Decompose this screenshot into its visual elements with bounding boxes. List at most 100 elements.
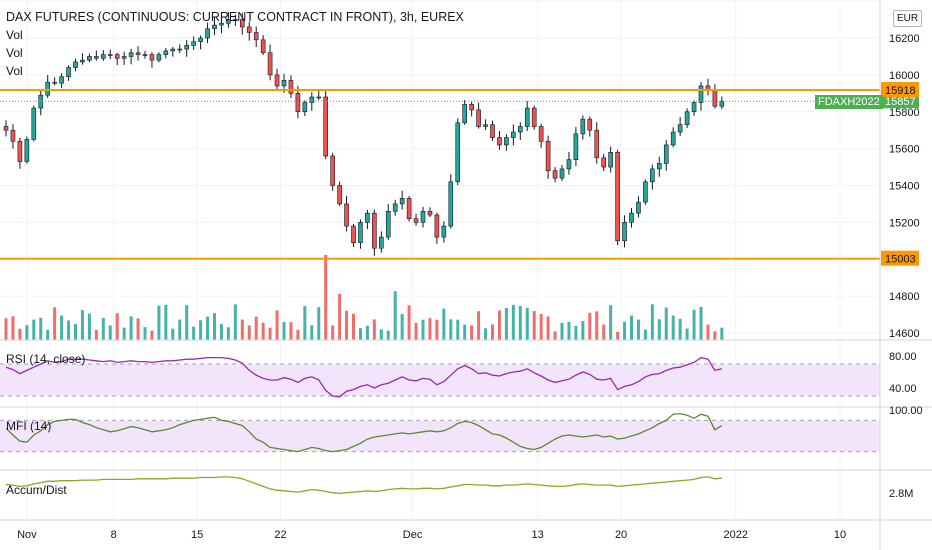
volume-bars xyxy=(4,255,724,340)
volume-bar xyxy=(282,322,286,340)
candle-body xyxy=(24,139,30,162)
candle-body xyxy=(413,218,419,223)
candle-body xyxy=(135,52,141,55)
candle-body xyxy=(580,118,586,135)
volume-bar xyxy=(67,320,71,340)
candle-body xyxy=(10,129,16,142)
rsi-pane xyxy=(0,356,880,398)
mfi-pane xyxy=(0,412,880,453)
volume-bar xyxy=(581,320,585,340)
candle-body xyxy=(365,212,370,223)
volume-bar xyxy=(310,325,314,340)
candle-body xyxy=(73,61,78,68)
volume-bar xyxy=(345,310,349,340)
volume-bar xyxy=(101,318,105,340)
accum-dist-pane xyxy=(5,476,722,495)
time-tick-label: 20 xyxy=(615,529,627,541)
rsi-label[interactable]: RSI (14, close) xyxy=(6,352,86,366)
volume-bar xyxy=(4,318,8,340)
rsi-band xyxy=(0,364,880,396)
volume-bar xyxy=(400,313,404,340)
volume-bar xyxy=(532,311,536,340)
volume-bar xyxy=(358,328,362,340)
mfi-label[interactable]: MFI (14) xyxy=(6,419,52,433)
candle-body xyxy=(636,201,641,214)
volume-bar xyxy=(442,308,446,340)
volume-bar xyxy=(275,310,279,340)
candle-body xyxy=(281,80,287,87)
accum-dist-label[interactable]: Accum/Dist xyxy=(6,483,67,497)
volume-bar xyxy=(192,326,196,340)
candle-body xyxy=(45,81,51,96)
volume-bar xyxy=(470,325,474,340)
candle-body xyxy=(59,76,64,84)
candle-body xyxy=(719,100,725,107)
volume-bar xyxy=(706,324,710,340)
candle-body xyxy=(246,26,252,33)
volume-bar xyxy=(129,316,133,340)
candle-body xyxy=(114,54,120,59)
accum-dist-line xyxy=(5,476,722,495)
volume-bar xyxy=(497,310,501,340)
volume-bar xyxy=(178,319,182,340)
time-tick-label: Dec xyxy=(403,529,423,541)
volume-bar xyxy=(504,307,508,340)
candle-body xyxy=(316,96,322,99)
volume-bar xyxy=(157,305,161,340)
volume-bar xyxy=(331,325,335,340)
time-tick-label: 15 xyxy=(191,529,203,541)
volume-bar xyxy=(511,304,515,340)
vol-label[interactable]: Vol xyxy=(6,46,23,60)
mfi-line xyxy=(5,412,723,453)
symbol-tag: FDAXH2022 xyxy=(815,95,883,109)
volume-bar xyxy=(664,307,668,340)
time-tick-label: 8 xyxy=(111,529,117,541)
candle-body xyxy=(552,170,558,179)
volume-bar xyxy=(108,325,112,340)
volume-bar xyxy=(678,318,682,340)
candle-body xyxy=(455,122,461,183)
candle-body xyxy=(406,198,412,219)
candle-body xyxy=(392,203,398,212)
volume-bar xyxy=(477,311,481,340)
volume-bar xyxy=(11,316,15,340)
candle-body xyxy=(663,144,669,164)
candle-body xyxy=(670,131,676,146)
volume-bar xyxy=(588,312,592,340)
volume-bar xyxy=(18,328,22,340)
currency-badge[interactable]: EUR xyxy=(893,10,922,27)
volume-bar xyxy=(595,311,599,340)
volume-bar xyxy=(136,318,140,340)
candle-body xyxy=(490,124,495,138)
volume-bar xyxy=(226,327,230,340)
last-price-tag: 15857 xyxy=(885,96,916,108)
candle-body xyxy=(101,54,106,59)
volume-bar xyxy=(25,325,29,340)
candle-body xyxy=(274,74,280,87)
candle-body xyxy=(677,124,683,133)
price-tick-label: 15400 xyxy=(889,181,920,193)
candle-body xyxy=(378,236,384,249)
candle-body xyxy=(420,211,426,223)
candle-body xyxy=(594,129,600,159)
candle-body xyxy=(191,41,196,46)
candle-body xyxy=(504,137,509,146)
volume-bar xyxy=(261,322,265,340)
volume-bar xyxy=(53,307,57,340)
volume-bar xyxy=(32,319,36,340)
volume-bar xyxy=(602,324,606,340)
price-tick-label: 15600 xyxy=(889,144,920,156)
vol-label[interactable]: Vol xyxy=(6,28,23,42)
volume-bar xyxy=(699,306,703,340)
candle-body xyxy=(149,54,155,61)
volume-bar xyxy=(553,331,557,340)
candle-body xyxy=(198,37,203,42)
candle-body xyxy=(469,104,474,111)
vol-label[interactable]: Vol xyxy=(6,64,23,78)
candle-body xyxy=(184,45,189,50)
volume-bar xyxy=(296,329,300,340)
candle-body xyxy=(212,24,217,30)
volume-bar xyxy=(421,319,425,340)
volume-bar xyxy=(623,321,627,340)
